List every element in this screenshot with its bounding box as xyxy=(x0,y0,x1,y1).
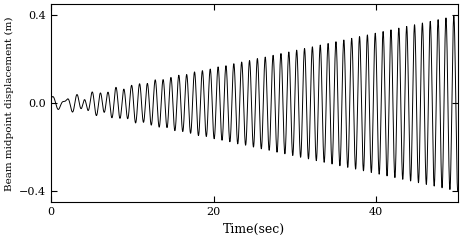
Y-axis label: Beam midpoint displacement (m): Beam midpoint displacement (m) xyxy=(5,16,13,191)
X-axis label: Time(sec): Time(sec) xyxy=(223,222,286,235)
